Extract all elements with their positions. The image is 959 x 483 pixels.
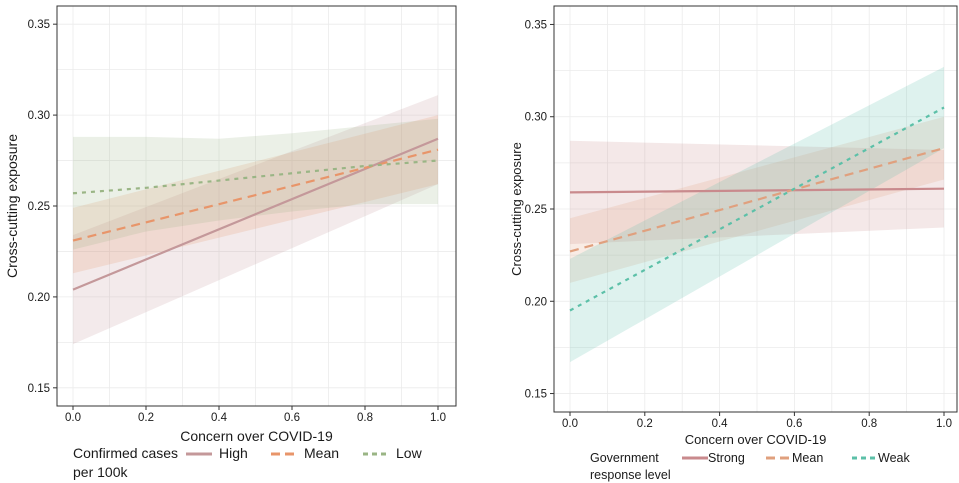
line-low: [72, 159, 439, 195]
y-tick-label: 0.25: [28, 201, 50, 213]
ribbon-high: [73, 95, 438, 345]
x-tick-label: 0.8: [861, 418, 877, 430]
y-tick-label: 0.35: [525, 19, 547, 31]
line-weak: [569, 106, 945, 312]
legend-title: Government: [590, 451, 659, 465]
legend-title: per 100k: [73, 464, 128, 480]
y-axis-title: Cross-cutting exposure: [4, 134, 20, 278]
x-tick-label: 0.6: [786, 418, 802, 430]
legend-title: response level: [590, 468, 671, 482]
y-tick-label: 0.15: [28, 383, 50, 395]
x-axis-title: Concern over COVID-19: [180, 428, 333, 444]
y-axis-title: Cross-cutting exposure: [509, 142, 524, 276]
legend-label-mean: Mean: [304, 445, 339, 461]
legend: Confirmed cases per 100k High Mean Low: [73, 445, 423, 480]
legend-label-mean: Mean: [792, 451, 823, 465]
x-tick-label: 0.4: [211, 412, 228, 424]
x-tick-label: 0.8: [357, 412, 373, 424]
legend-title: Confirmed cases: [73, 445, 178, 461]
line-strong: [569, 187, 945, 194]
line-high: [72, 137, 439, 291]
x-axis-title: Concern over COVID-19: [685, 432, 827, 447]
legend-label-low: Low: [396, 445, 423, 461]
x-tick-label: 1.0: [430, 412, 446, 424]
x-tick-label: 1.0: [936, 418, 952, 430]
grid: [554, 6, 957, 412]
line-mean: [72, 148, 439, 242]
x-tick-label: 0.6: [284, 412, 300, 424]
y-tick-label: 0.25: [525, 204, 547, 216]
ribbon-mean: [570, 116, 944, 283]
ribbon-strong: [570, 140, 944, 245]
x-tick-label: 0.2: [637, 418, 653, 430]
y-tick-label: 0.15: [525, 389, 547, 401]
ribbon-weak: [570, 66, 944, 363]
y-tick-label: 0.30: [525, 112, 547, 124]
right-chart-panel: 0.15 0.20 0.25 0.30 0.35 0.0 0.2 0.4 0.6 0.8 1.0 Co…: [509, 5, 958, 482]
left-chart-panel: 0.15 0.20 0.25 0.30 0.35 0.0 0.2 0.4 0.6 0.8 1.0 Co…: [4, 5, 457, 480]
y-tick-label: 0.20: [28, 292, 50, 304]
legend-label-weak: Weak: [878, 451, 910, 465]
grid: [57, 6, 456, 406]
x-tick-label: 0.2: [138, 412, 154, 424]
legend: Government response level Strong Mean Weak: [590, 451, 910, 482]
line-mean: [569, 147, 945, 253]
x-tick-label: 0.0: [562, 418, 578, 430]
legend-label-strong: Strong: [708, 451, 745, 465]
y-tick-label: 0.20: [525, 296, 547, 308]
legend-label-high: High: [219, 445, 248, 461]
y-tick-label: 0.30: [28, 110, 50, 122]
y-tick-label: 0.35: [28, 19, 50, 31]
x-tick-label: 0.0: [65, 412, 81, 424]
x-tick-label: 0.4: [712, 418, 729, 430]
